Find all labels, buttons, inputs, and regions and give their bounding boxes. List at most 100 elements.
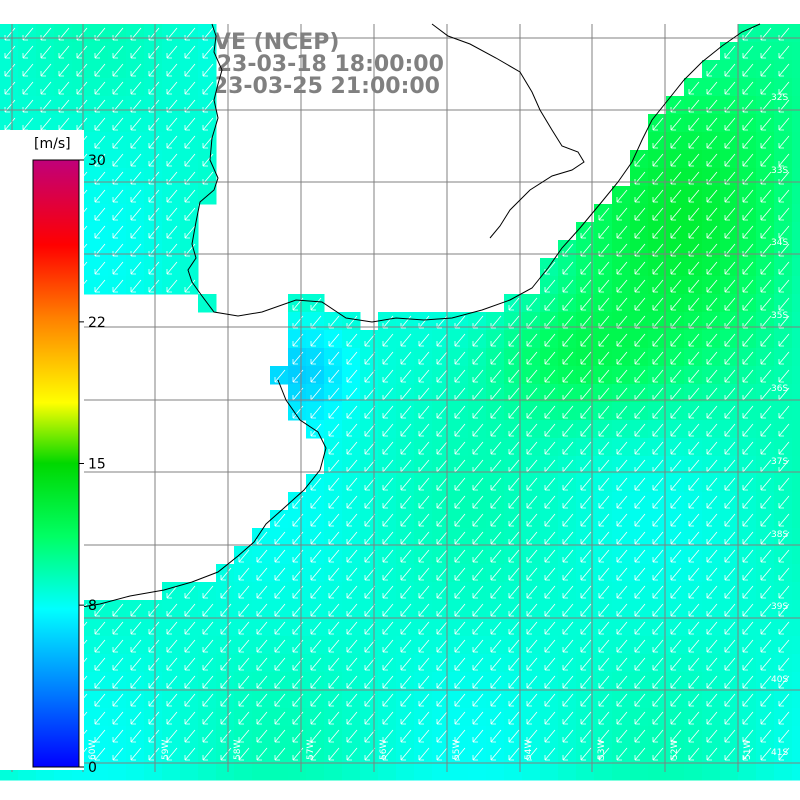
wind-arrow (688, 603, 700, 617)
wind-arrow (562, 423, 574, 437)
wind-arrow (598, 603, 610, 617)
wind-arrow (418, 747, 430, 761)
wind-arrow (310, 711, 322, 725)
wind-arrow (526, 531, 538, 545)
wind-arrow (490, 603, 502, 617)
wind-arrow (94, 63, 106, 77)
wind-arrow (328, 747, 340, 761)
wind-arrow (184, 585, 196, 599)
wind-arrow (778, 441, 790, 455)
wind-arrow (400, 531, 412, 545)
wind-arrow (652, 279, 664, 293)
wind-arrow (562, 585, 574, 599)
wind-arrow (760, 279, 772, 293)
wind-arrow (184, 693, 196, 707)
wind-arrow (310, 405, 322, 419)
wind-arrow (706, 333, 718, 347)
wind-arrow (400, 675, 412, 689)
wind-arrow (544, 711, 556, 725)
wind-arrow (508, 369, 520, 383)
wind-arrow (634, 279, 646, 293)
wind-arrow (634, 351, 646, 365)
wind-arrow (382, 477, 394, 491)
wind-arrow (526, 351, 538, 365)
wind-arrow (202, 711, 214, 725)
wind-arrow (760, 153, 772, 167)
wind-arrow (670, 603, 682, 617)
wind-arrow (544, 567, 556, 581)
wind-arrow (742, 585, 754, 599)
wind-arrow (436, 711, 448, 725)
wind-arrow (364, 729, 376, 743)
wind-arrow (112, 225, 124, 239)
wind-arrow (472, 675, 484, 689)
wind-arrow (688, 297, 700, 311)
wind-arrow (706, 477, 718, 491)
wind-arrow (220, 747, 232, 761)
wind-arrow (634, 297, 646, 311)
wind-arrow (670, 639, 682, 653)
wind-arrow (526, 405, 538, 419)
wind-arrow (562, 441, 574, 455)
wind-arrow (310, 675, 322, 689)
wind-arrow (742, 405, 754, 419)
wind-arrow (22, 81, 34, 95)
wind-arrow (580, 477, 592, 491)
wind-arrow (148, 747, 160, 761)
wind-arrow (562, 495, 574, 509)
wind-arrow (148, 279, 160, 293)
wind-arrow (400, 585, 412, 599)
wind-arrow (562, 693, 574, 707)
wind-arrow (580, 351, 592, 365)
wind-arrow (670, 225, 682, 239)
wind-arrow (202, 81, 214, 95)
wind-arrow (598, 549, 610, 563)
wind-arrow (742, 747, 754, 761)
wind-arrow (616, 549, 628, 563)
wind-arrow (778, 333, 790, 347)
wind-arrow (400, 747, 412, 761)
wind-arrow (562, 549, 574, 563)
wind-arrow (382, 423, 394, 437)
wind-arrow (634, 567, 646, 581)
wind-arrow (418, 513, 430, 527)
wind-arrow (58, 81, 70, 95)
wind-arrow (598, 441, 610, 455)
wind-arrow (724, 63, 736, 77)
wind-arrow (346, 711, 358, 725)
wind-arrow (508, 405, 520, 419)
wind-arrow (490, 351, 502, 365)
wind-arrow (94, 225, 106, 239)
wind-arrow (742, 531, 754, 545)
wind-arrow (328, 333, 340, 347)
wind-arrow (94, 81, 106, 95)
wind-arrow (328, 621, 340, 635)
wind-arrow (454, 711, 466, 725)
wind-arrow (778, 495, 790, 509)
wind-arrow (634, 513, 646, 527)
wind-arrow (652, 621, 664, 635)
wind-arrow (652, 297, 664, 311)
colorbar: [m/s] 30 22 15 8 0 (0, 130, 106, 776)
wind-arrow (508, 477, 520, 491)
wind-arrow (580, 369, 592, 383)
wind-arrow (310, 603, 322, 617)
wind-arrow (688, 279, 700, 293)
wind-arrow (508, 603, 520, 617)
wind-arrow (364, 567, 376, 581)
wind-arrow (562, 675, 574, 689)
wind-arrow (364, 477, 376, 491)
wind-arrow (256, 693, 268, 707)
wind-arrow (454, 333, 466, 347)
wind-arrow (562, 567, 574, 581)
wind-arrow (184, 225, 196, 239)
wind-arrow (598, 729, 610, 743)
wind-arrow (328, 423, 340, 437)
wind-arrow (148, 117, 160, 131)
wind-arrow (760, 207, 772, 221)
colorbar-tick-label: 8 (88, 598, 97, 614)
colorbar-tick-label: 22 (88, 315, 106, 331)
wind-arrow (148, 657, 160, 671)
wind-arrow (220, 621, 232, 635)
wind-arrow (778, 63, 790, 77)
